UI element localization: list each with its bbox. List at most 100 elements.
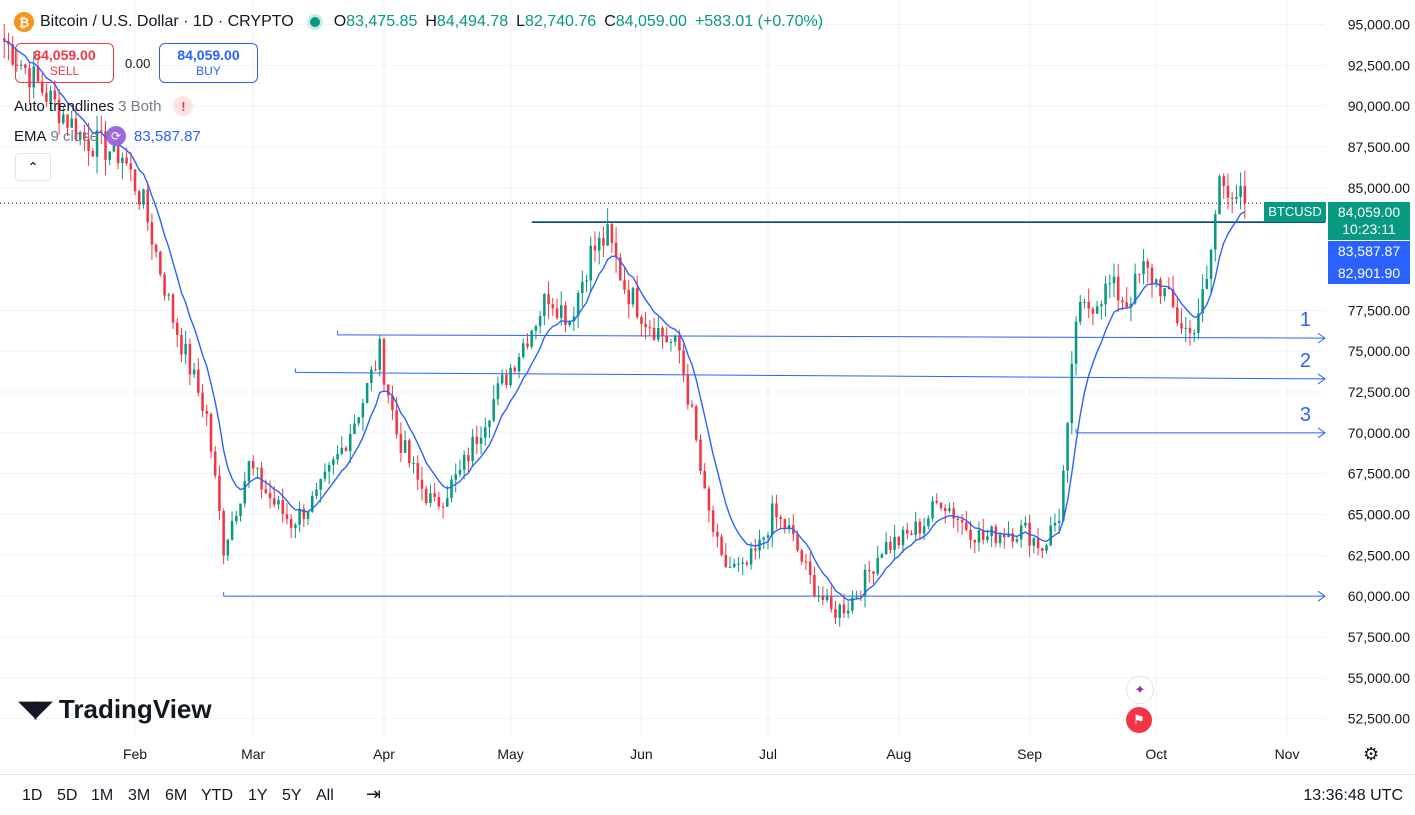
candle[interactable] (226, 538, 230, 561)
candle[interactable] (576, 289, 580, 329)
candle[interactable] (547, 281, 550, 319)
candle[interactable] (956, 515, 960, 533)
tradingview-logo[interactable]: ◥◤ TradingView (18, 694, 212, 725)
candle[interactable] (513, 365, 517, 374)
candle[interactable] (450, 475, 453, 503)
candle[interactable] (1192, 329, 1196, 342)
trendline[interactable] (223, 590, 1326, 602)
candle[interactable] (602, 226, 605, 257)
candle[interactable] (770, 495, 774, 548)
candle[interactable] (1032, 537, 1036, 554)
candle[interactable] (433, 482, 436, 502)
candle[interactable] (45, 84, 48, 108)
symbol-title[interactable]: Bitcoin / U.S. Dollar · 1D · CRYPTO (40, 13, 294, 30)
candle[interactable] (884, 532, 888, 555)
candle[interactable] (382, 337, 386, 392)
candle[interactable] (732, 558, 736, 569)
candle[interactable] (243, 471, 247, 508)
candle[interactable] (509, 364, 512, 388)
candle[interactable] (530, 329, 533, 350)
candle[interactable] (572, 306, 576, 332)
candle[interactable] (121, 152, 124, 180)
candle[interactable] (40, 73, 44, 96)
candle[interactable] (1205, 265, 1209, 290)
candle[interactable] (239, 503, 242, 522)
candle[interactable] (1138, 273, 1141, 284)
candle[interactable] (1100, 300, 1103, 320)
candle[interactable] (446, 485, 449, 507)
range-button-ytd[interactable]: YTD (201, 787, 233, 804)
candle[interactable] (673, 334, 677, 347)
candle[interactable] (150, 213, 154, 260)
candle[interactable] (163, 272, 166, 301)
candle[interactable] (429, 484, 432, 507)
range-button-5y[interactable]: 5Y (282, 787, 302, 804)
collapse-legend-button[interactable]: ⌃ (15, 153, 51, 181)
candle[interactable] (623, 268, 626, 295)
candle[interactable] (893, 524, 896, 560)
candle[interactable] (78, 130, 82, 146)
candle[interactable] (589, 236, 593, 293)
candle[interactable] (517, 353, 521, 379)
candle[interactable] (91, 148, 95, 157)
candle[interactable] (990, 525, 993, 548)
candle[interactable] (340, 436, 344, 456)
candle[interactable] (1036, 527, 1040, 556)
candle[interactable] (277, 496, 280, 510)
candle[interactable] (1011, 528, 1015, 549)
candle[interactable] (420, 466, 424, 501)
candle[interactable] (62, 105, 65, 125)
candle[interactable] (289, 514, 293, 539)
candle[interactable] (526, 333, 529, 350)
candle[interactable] (1230, 191, 1234, 214)
trendline[interactable] (294, 368, 1326, 385)
candle[interactable] (505, 369, 508, 389)
candle[interactable] (399, 422, 403, 462)
candle[interactable] (1209, 249, 1213, 294)
buy-button[interactable]: 84,059.00 BUY (159, 43, 258, 83)
candle[interactable] (213, 445, 217, 479)
candle[interactable] (188, 338, 192, 386)
candle[interactable] (361, 398, 365, 432)
ai-assistant-button[interactable]: ✦ (1126, 676, 1154, 704)
candle[interactable] (315, 482, 318, 500)
warning-icon[interactable]: ! (173, 96, 194, 116)
candle[interactable] (749, 542, 753, 570)
candle[interactable] (235, 510, 238, 525)
candle[interactable] (614, 227, 618, 273)
candle[interactable] (804, 553, 808, 571)
candle[interactable] (834, 600, 837, 624)
candle[interactable] (462, 450, 466, 480)
candle[interactable] (1112, 263, 1116, 298)
candle[interactable] (302, 504, 306, 528)
candle[interactable] (838, 603, 841, 627)
time-axis[interactable]: Feb Mar Apr May Jun Jul Aug Sep Oct Nov (123, 746, 1300, 762)
candle[interactable] (994, 523, 998, 548)
candle[interactable] (998, 532, 1002, 548)
candle[interactable] (488, 420, 491, 439)
candle[interactable] (935, 493, 939, 505)
candle[interactable] (15, 48, 19, 72)
candle[interactable] (1070, 351, 1074, 435)
candle[interactable] (1041, 547, 1044, 559)
indicator-ema[interactable]: EMA 9 close ⟳ 83,587.87 (14, 126, 201, 146)
candle[interactable] (585, 274, 588, 292)
candle[interactable] (652, 317, 656, 342)
candle[interactable] (159, 250, 162, 277)
candle[interactable] (775, 494, 778, 530)
candle[interactable] (332, 456, 335, 475)
candle[interactable] (538, 311, 542, 334)
candle[interactable] (631, 286, 635, 308)
candle[interactable] (7, 32, 10, 61)
candle[interactable] (779, 514, 782, 529)
candle[interactable] (1201, 274, 1204, 323)
candle[interactable] (70, 110, 74, 128)
candle[interactable] (1159, 276, 1162, 305)
candle[interactable] (703, 463, 706, 489)
candle[interactable] (184, 330, 187, 365)
candle[interactable] (1083, 298, 1086, 309)
candle[interactable] (479, 426, 483, 455)
candle[interactable] (1235, 184, 1238, 204)
candle[interactable] (644, 311, 647, 340)
